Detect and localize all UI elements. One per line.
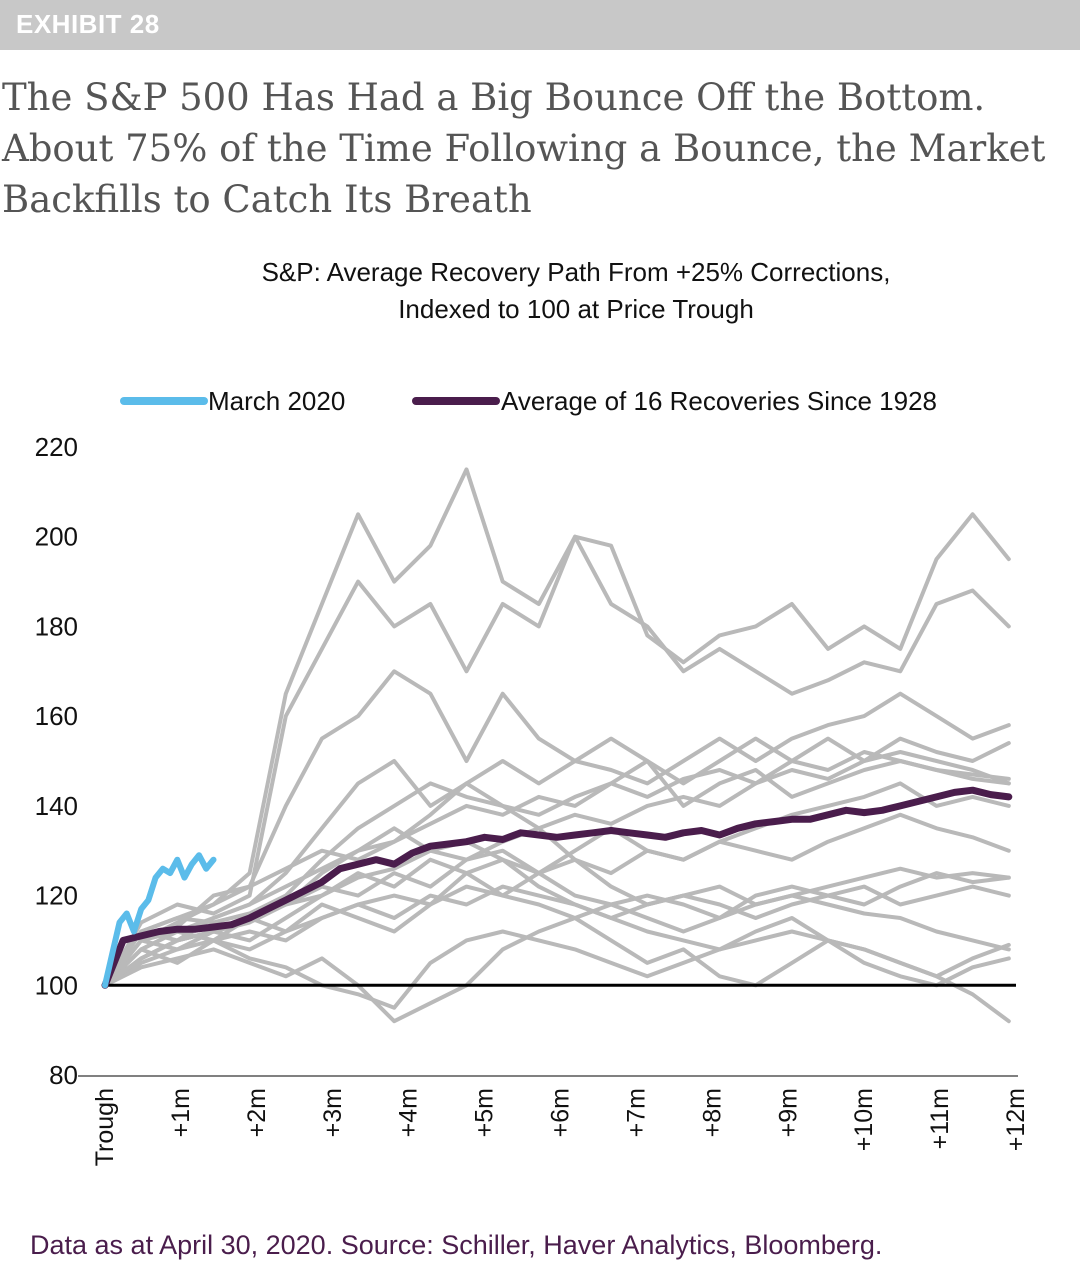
y-tick-label: 80 [49,1060,78,1090]
x-tick-label: +7m [622,1088,650,1137]
individual-recovery-line [103,781,1011,988]
y-tick-label: 100 [35,970,78,1000]
headline-line-1: The S&P 500 Has Had a Big Bounce Off the… [2,76,986,119]
chart-legend: March 2020 Average of 16 Recoveries Sinc… [120,386,937,416]
individual-recovery-line [103,929,1011,1010]
average-recovery-line [101,786,1013,989]
individual-recoveries [103,467,1011,1024]
legend-label-march-2020: March 2020 [208,386,345,416]
x-tick-label: +3m [319,1088,347,1137]
x-tick-label: +2m [243,1088,271,1137]
y-tick-label: 160 [35,701,78,731]
exhibit-header-bar: EXHIBIT 28 [0,0,1080,50]
individual-recovery-line [103,467,1011,988]
x-tick-label: +4m [395,1088,423,1137]
x-tick-label: Trough [91,1088,119,1166]
y-tick-label: 140 [35,791,78,821]
x-tick-label: +5m [471,1088,499,1137]
x-tick-label: +1m [167,1088,195,1137]
x-tick-label: +11m [926,1088,954,1149]
individual-recovery-line [103,759,1011,988]
y-tick-label: 180 [35,611,78,641]
chart-title: S&P: Average Recovery Path From +25% Cor… [262,257,891,287]
headline-line-2: About 75% of the Time Following a Bounce… [2,127,1046,170]
individual-recovery-line [103,871,1011,988]
legend-label-average: Average of 16 Recoveries Since 1928 [501,386,937,416]
march-2020-line [102,852,217,989]
individual-recovery-line [103,916,1011,1024]
y-tick-label: 220 [35,432,78,462]
individual-recovery-line [103,884,1011,988]
chart-subtitle: Indexed to 100 at Price Trough [398,294,754,324]
exhibit-label: EXHIBIT 28 [16,9,160,39]
y-tick-label: 200 [35,522,78,552]
headline-line-3: Backfills to Catch Its Breath [2,178,532,221]
x-tick-label: +8m [698,1088,726,1137]
individual-recovery-line [103,534,1011,988]
individual-recovery-line [103,669,1011,988]
individual-recovery-line [103,750,1011,988]
recovery-path-chart: S&P: Average Recovery Path From +25% Cor… [35,257,1030,1166]
x-tick-label: +12m [1002,1088,1030,1151]
source-note: Data as at April 30, 2020. Source: Schil… [30,1230,883,1260]
individual-recovery-line [103,736,1011,988]
x-tick-label: +9m [774,1088,802,1137]
y-tick-label: 120 [35,881,78,911]
exhibit-headline: The S&P 500 Has Had a Big Bounce Off the… [2,72,1062,225]
highlight-series [101,786,1016,989]
y-axis: 80 100 120 140 160 180 200 220 [35,432,78,1090]
x-tick-label: +10m [850,1088,878,1151]
x-axis: Trough +1m +2m +3m +4m +5m +6m +7m +8m +9m +10m +11… [78,1075,1030,1166]
individual-recovery-line [103,812,1011,988]
x-tick-label: +6m [547,1088,575,1137]
individual-recovery-line [103,750,1011,988]
